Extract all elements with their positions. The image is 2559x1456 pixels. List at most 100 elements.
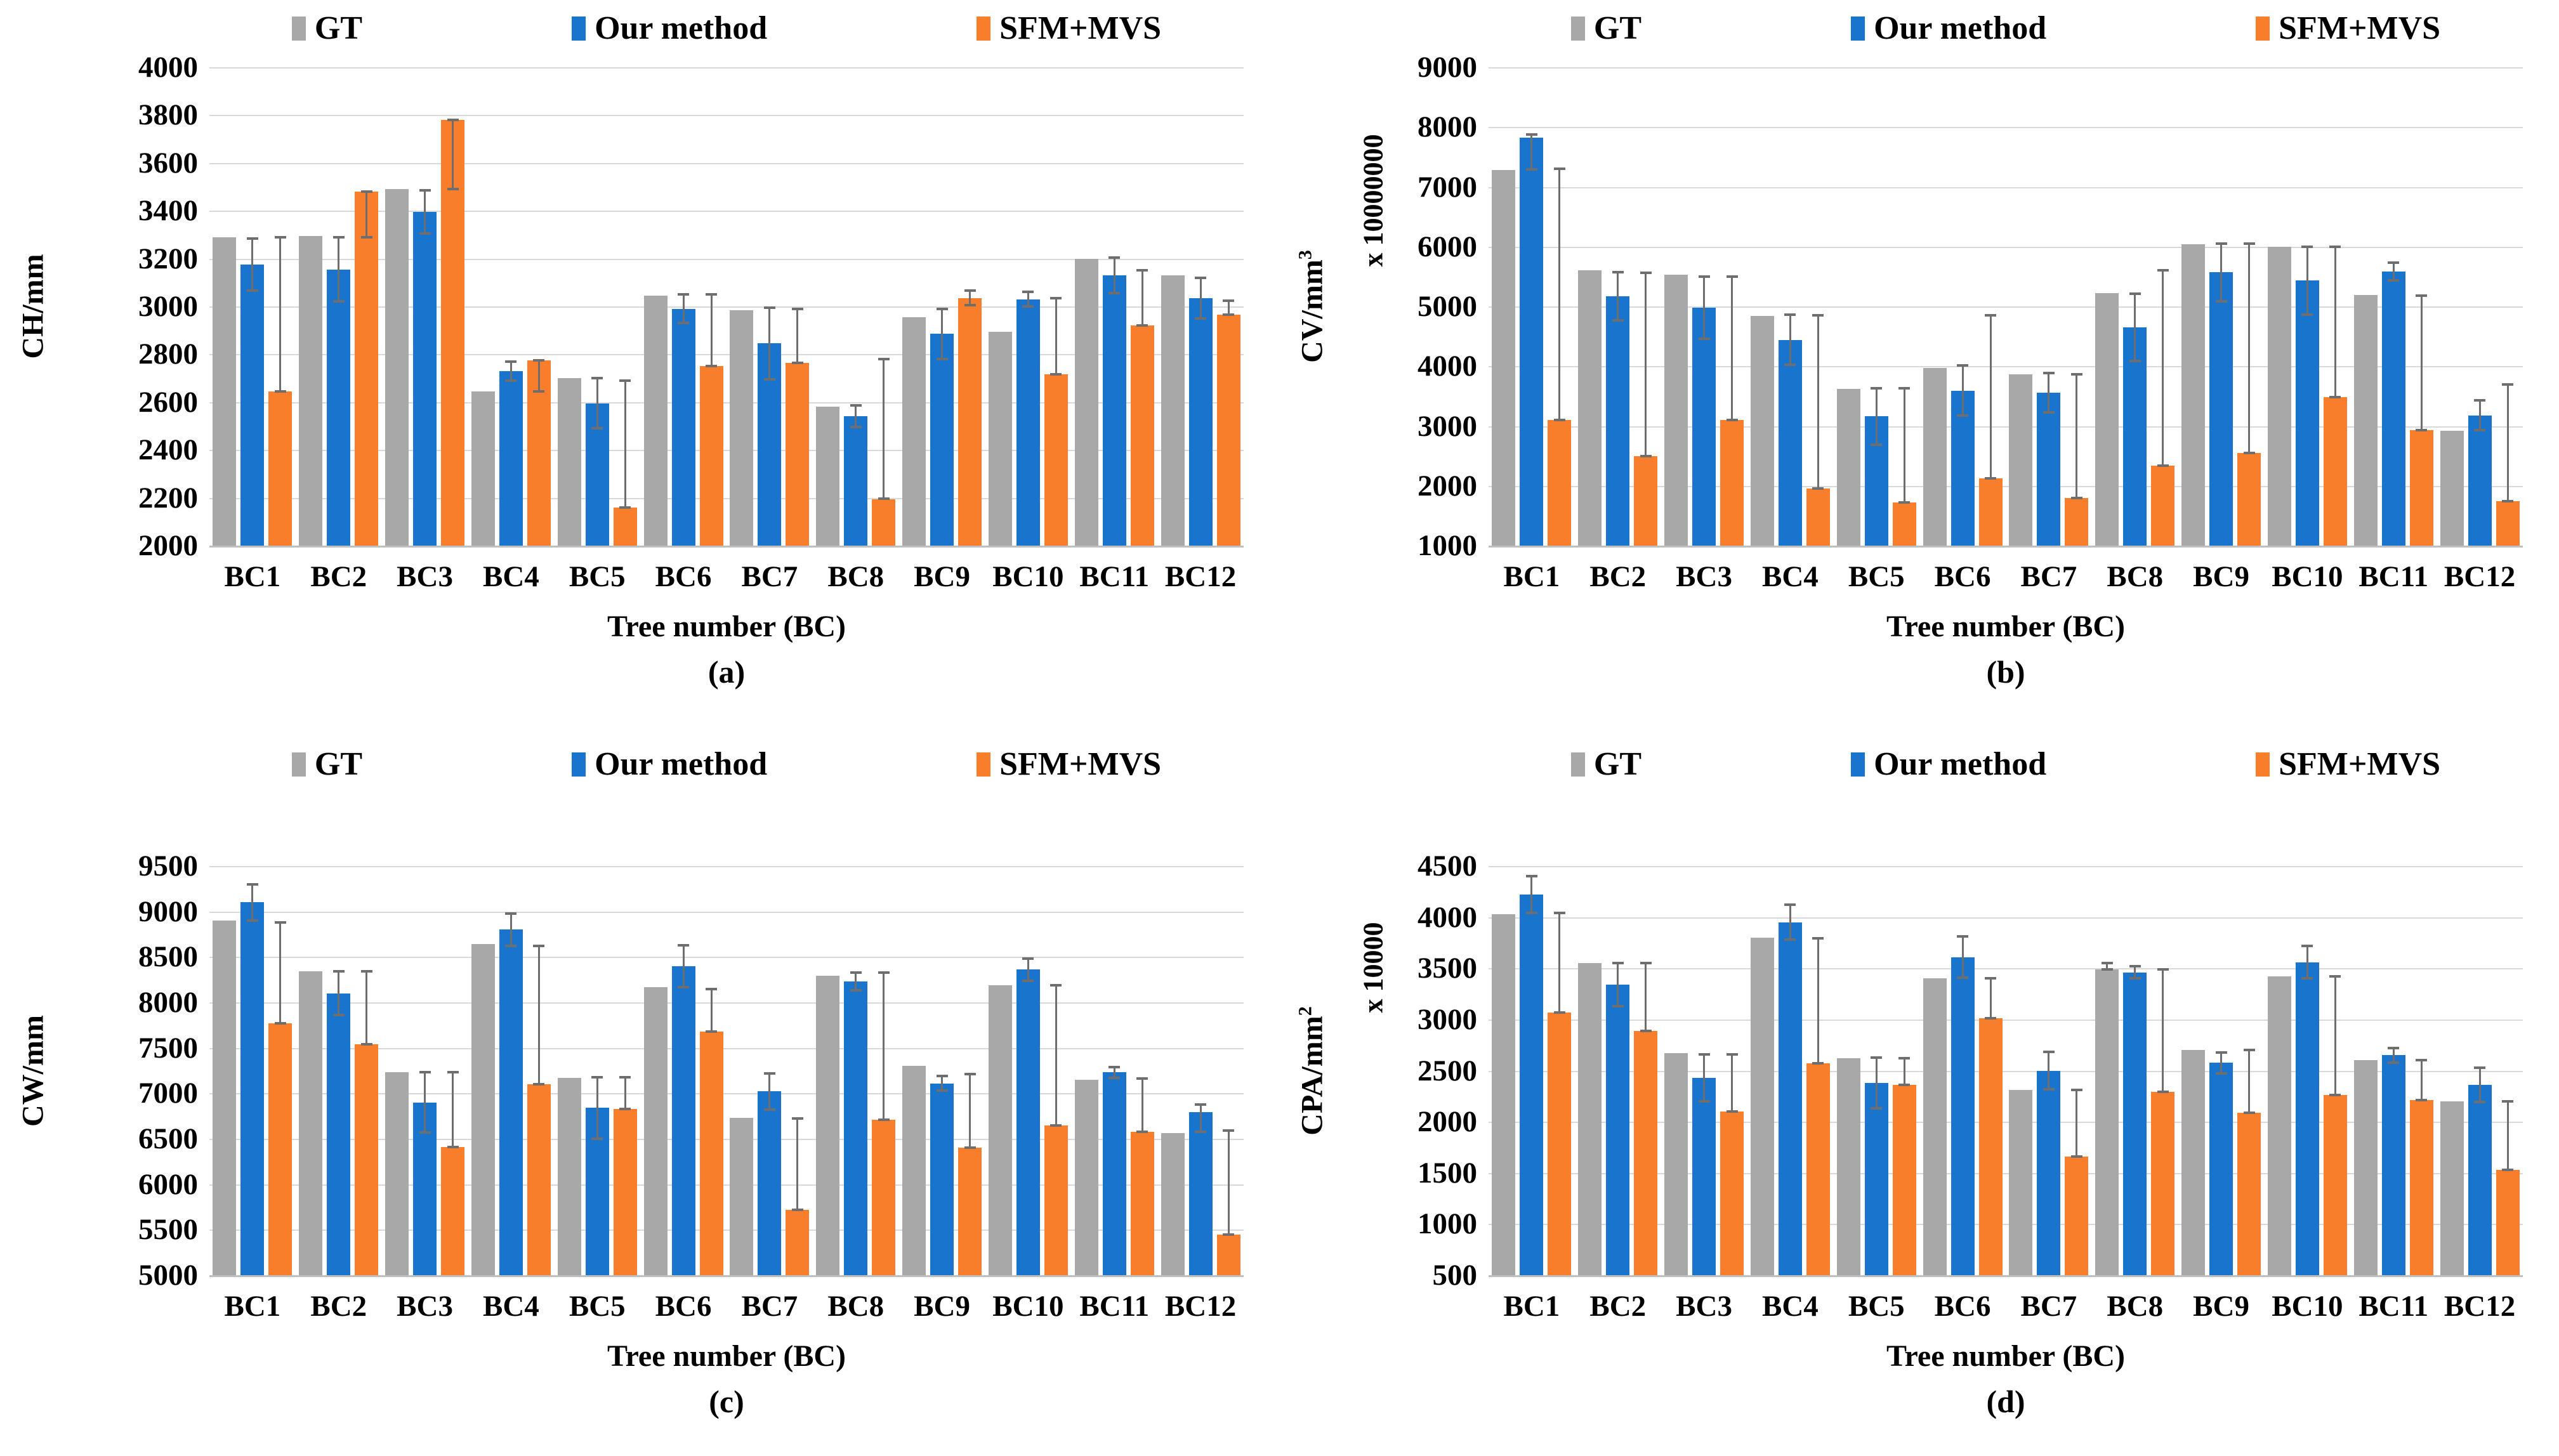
bar-sfm-BC11 (2409, 1100, 2433, 1275)
error-bar-cap (1640, 454, 1652, 457)
error-bar-cap (1553, 912, 1565, 915)
legend-swatch-our-icon (1851, 752, 1865, 777)
x-tick-label: BC8 (2107, 560, 2164, 593)
bar-gt-BC4 (471, 391, 495, 546)
error-bar-cap (1553, 419, 1565, 422)
gridline (1489, 366, 2523, 368)
error-bar (969, 291, 971, 306)
panel-b: GT Our method SFM+MVS CV/mm3 x 10000000 9000 8… (1279, 0, 2559, 730)
error-bar-cap (1525, 168, 1537, 171)
error-bar (1617, 963, 1619, 1006)
gridline (209, 450, 1244, 452)
bar-our-BC4 (499, 929, 523, 1275)
error-bar-cap (1223, 1233, 1235, 1236)
bar-gt-BC10 (988, 985, 1012, 1275)
error-bar-cap (447, 118, 459, 121)
bar-gt-BC6 (1923, 368, 1947, 546)
error-bar-cap (1022, 979, 1034, 982)
bar-sfm-BC9 (958, 298, 982, 546)
legend-label-sfm: SFM+MVS (2279, 746, 2441, 782)
error-bar (2334, 246, 2336, 398)
error-bar (1731, 276, 1733, 421)
bar-sfm-BC3 (441, 119, 465, 546)
error-bar-cap (2243, 1049, 2255, 1052)
y-tick-label: 2000 (138, 529, 198, 562)
error-bar (2248, 1050, 2251, 1113)
bar-our-BC3 (413, 212, 437, 546)
bar-sfm-BC8 (2151, 1092, 2175, 1275)
error-bar (2306, 945, 2308, 979)
x-tick-label: BC8 (827, 560, 885, 593)
x-tick-label: BC10 (2272, 560, 2343, 593)
error-bar (855, 405, 857, 428)
bar-our-BC5 (1864, 1082, 1888, 1275)
bar-gt-BC4 (1750, 316, 1774, 546)
bar-sfm-BC7 (786, 1209, 810, 1275)
bar-our-BC6 (671, 966, 695, 1275)
error-bar-cap (1871, 443, 1883, 446)
error-bar-cap (533, 358, 545, 362)
bar-gt-BC7 (730, 310, 754, 546)
error-bar (2106, 963, 2108, 969)
error-bar (2392, 1048, 2395, 1063)
x-tick-label: BC5 (1848, 560, 1905, 593)
error-bar-cap (1612, 1004, 1624, 1007)
error-bar (452, 1072, 454, 1147)
error-bar-cap (332, 235, 345, 239)
error-bar-cap (763, 1072, 775, 1075)
error-bar-cap (2416, 1099, 2428, 1102)
error-bar-cap (1957, 935, 1969, 938)
gridline (1489, 246, 2523, 248)
error-bar (624, 380, 626, 508)
y-tick-label: 2800 (138, 338, 198, 371)
error-bar-cap (2070, 373, 2082, 376)
x-tick-label: BC11 (2358, 560, 2429, 593)
error-bar-cap (763, 1108, 775, 1112)
y-tick-label: 3800 (138, 98, 198, 132)
bar-sfm-BC8 (2151, 465, 2175, 546)
error-bar-cap (1195, 1130, 1207, 1133)
bar-gt-BC8 (2095, 293, 2119, 546)
error-bar (338, 971, 340, 1016)
y-tick-label: 3000 (138, 290, 198, 323)
error-bar (2162, 969, 2164, 1092)
x-tick-label: BC8 (827, 1290, 885, 1323)
error-bar-cap (2474, 1066, 2486, 1069)
error-bar-cap (2329, 975, 2341, 978)
bar-our-BC12 (1188, 1112, 1213, 1275)
error-bar (2220, 244, 2223, 301)
bar-sfm-BC8 (872, 1119, 896, 1275)
bar-sfm-BC12 (1216, 315, 1240, 546)
error-bar (2478, 400, 2481, 431)
bar-sfm-BC6 (1978, 1018, 2003, 1275)
error-bar (1199, 277, 1202, 318)
error-bar (1055, 985, 1057, 1125)
y-tick-label: 4000 (138, 51, 198, 84)
legend-swatch-gt-icon (1570, 752, 1585, 777)
error-bar-cap (678, 943, 690, 947)
error-bar (2248, 244, 2251, 453)
bar-sfm-BC4 (1806, 489, 1830, 546)
bar-our-BC6 (671, 308, 695, 546)
bar-our-BC6 (1950, 957, 1975, 1275)
error-bar-cap (2329, 245, 2341, 248)
error-bar (2075, 1090, 2078, 1157)
bar-gt-BC5 (1836, 1058, 1860, 1275)
bar-our-BC7 (758, 1091, 782, 1275)
y-tick-label: 8000 (1418, 110, 1477, 144)
x-axis-title: Tree number (BC) (1886, 610, 2125, 643)
error-bar-cap (619, 379, 631, 382)
x-tick-label: BC1 (1503, 1290, 1560, 1323)
x-tick-label: BC10 (992, 560, 1064, 593)
error-bar (596, 1077, 598, 1139)
error-bar-cap (332, 300, 345, 303)
error-bar (2420, 1060, 2423, 1101)
error-bar-cap (1871, 1107, 1883, 1110)
gridline (1489, 187, 2523, 188)
error-bar (1558, 913, 1561, 1013)
error-bar-cap (2129, 359, 2141, 362)
legend-label-our: Our method (595, 746, 768, 782)
error-bar-cap (1108, 1076, 1121, 1079)
error-bar-cap (1812, 937, 1824, 940)
bar-sfm-BC2 (355, 1044, 379, 1275)
